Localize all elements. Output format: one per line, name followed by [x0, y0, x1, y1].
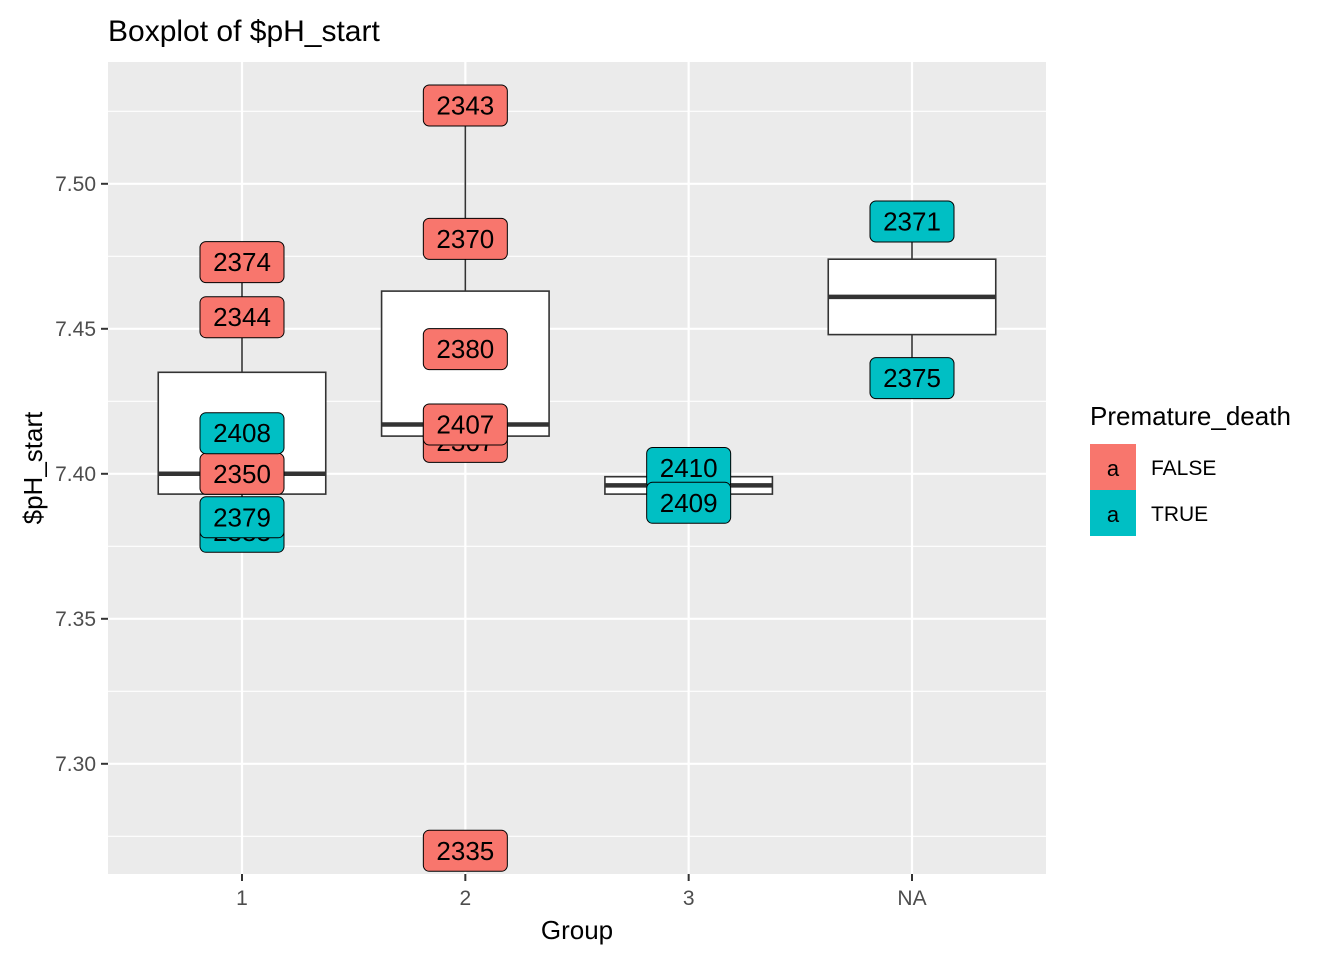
label-box — [199, 496, 285, 539]
point-label-2343: 2343 — [422, 84, 508, 127]
point-label-2374: 2374 — [199, 241, 285, 284]
label-text: 2370 — [436, 224, 494, 254]
point-label-2350: 2350 — [199, 452, 285, 495]
label-box — [646, 481, 732, 524]
box-NA — [827, 221, 997, 373]
label-box — [869, 200, 955, 243]
legend-title: Premature_death — [1090, 401, 1291, 431]
chart-title: Boxplot of $pH_start — [108, 15, 380, 48]
point-label-2379: 2379 — [199, 496, 285, 539]
point-label-2407: 2407 — [422, 403, 508, 446]
x-axis-title: Group — [541, 915, 613, 945]
legend-label-false: FALSE — [1151, 457, 1216, 480]
point-label-2408: 2408 — [199, 412, 285, 455]
x-axis: 1 2 3 NA — [236, 874, 927, 910]
legend: Premature_death a FALSE a TRUE — [1090, 401, 1291, 536]
label-text: 2380 — [436, 334, 494, 364]
legend-key-true — [1090, 490, 1136, 536]
label-text: 2375 — [883, 363, 941, 393]
point-label-2370: 2370 — [422, 217, 508, 260]
label-box — [422, 84, 508, 127]
y-tick-label: 7.40 — [55, 463, 96, 486]
label-text: 2379 — [213, 502, 271, 532]
point-label-2410: 2410 — [646, 447, 732, 489]
label-text: 2408 — [213, 418, 271, 448]
label-box — [869, 357, 955, 400]
label-text: 2350 — [213, 459, 271, 489]
label-box — [422, 328, 508, 371]
point-label-2380: 2380 — [422, 328, 508, 371]
label-text: 2409 — [660, 488, 718, 518]
y-axis-title: $pH_start — [18, 411, 48, 524]
label-box — [199, 296, 285, 339]
legend-key-false — [1090, 444, 1136, 490]
label-box — [199, 241, 285, 284]
label-text: 2371 — [883, 207, 941, 237]
y-tick-label: 7.45 — [55, 318, 96, 341]
label-box — [422, 403, 508, 446]
label-text: 2374 — [213, 247, 271, 277]
legend-glyph-true: a — [1107, 502, 1120, 527]
label-text: 2410 — [660, 453, 718, 483]
legend-label-true: TRUE — [1151, 503, 1208, 526]
label-box — [199, 412, 285, 455]
point-label-2409: 2409 — [646, 481, 732, 524]
legend-glyph-false: a — [1107, 456, 1120, 481]
label-text: 2335 — [436, 836, 494, 866]
point-label-2335: 2335 — [422, 829, 508, 872]
x-tick-label: NA — [897, 887, 926, 910]
y-axis: 7.30 7.35 7.40 7.45 7.50 — [55, 173, 108, 776]
point-labels-layer: 2374234423832379235024082343237023802367… — [199, 84, 955, 872]
point-label-2375: 2375 — [869, 357, 955, 400]
y-tick-label: 7.30 — [55, 753, 96, 776]
point-label-2371: 2371 — [869, 200, 955, 243]
label-text: 2407 — [436, 410, 494, 440]
x-tick-label: 1 — [236, 887, 248, 910]
label-text: 2344 — [213, 302, 271, 332]
x-tick-label: 3 — [683, 887, 695, 910]
y-tick-label: 7.35 — [55, 608, 96, 631]
label-box — [422, 829, 508, 872]
label-text: 2343 — [436, 91, 494, 121]
label-box — [422, 217, 508, 260]
point-label-2344: 2344 — [199, 296, 285, 339]
y-tick-label: 7.50 — [55, 173, 96, 196]
x-tick-label: 2 — [459, 887, 471, 910]
